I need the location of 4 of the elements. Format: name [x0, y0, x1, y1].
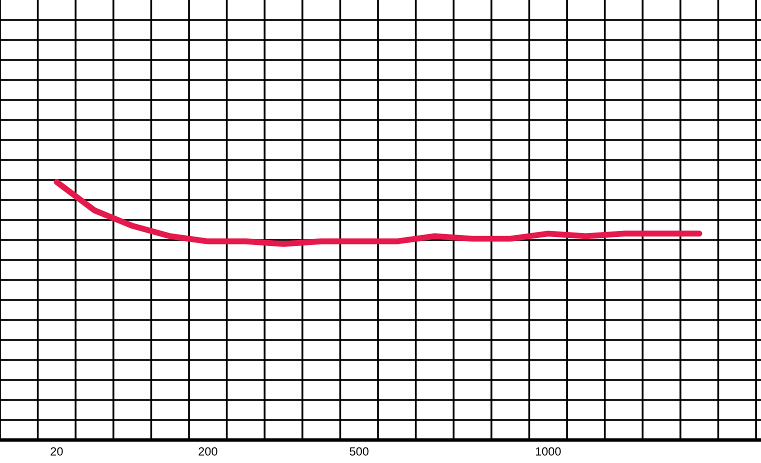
x-tick-label: 1000	[536, 447, 561, 456]
x-tick-label: 20	[50, 447, 63, 456]
x-tick-label: 500	[350, 447, 368, 456]
x-tick-label: 200	[198, 447, 218, 456]
